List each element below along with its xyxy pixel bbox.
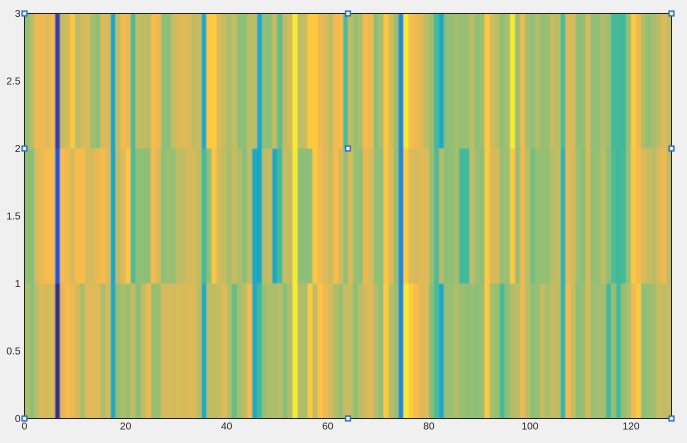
svg-text:2: 2 (15, 144, 21, 155)
svg-text:0: 0 (22, 421, 28, 432)
svg-text:100: 100 (521, 421, 538, 432)
svg-text:40: 40 (221, 421, 233, 432)
svg-text:1: 1 (15, 279, 21, 290)
svg-text:1.5: 1.5 (6, 212, 20, 223)
svg-text:60: 60 (322, 421, 334, 432)
svg-text:80: 80 (423, 421, 435, 432)
svg-text:120: 120 (623, 421, 640, 432)
svg-text:0: 0 (15, 414, 21, 425)
svg-text:2.5: 2.5 (6, 77, 20, 88)
svg-text:20: 20 (120, 421, 132, 432)
svg-text:0.5: 0.5 (6, 347, 20, 358)
svg-text:3: 3 (15, 9, 21, 20)
